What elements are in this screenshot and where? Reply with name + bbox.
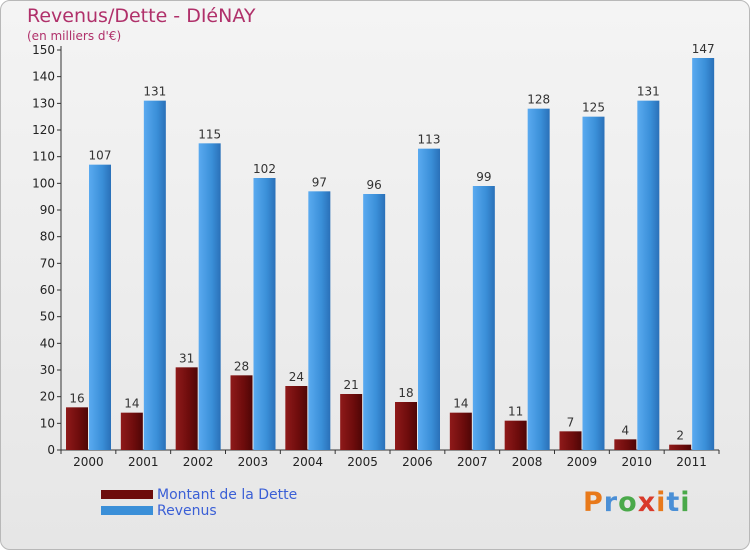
- bar-revenue: [308, 191, 331, 451]
- data-label-revenue: 102: [253, 162, 276, 176]
- data-label-revenue: 128: [527, 93, 550, 107]
- data-label-debt: 16: [69, 391, 84, 405]
- data-label-revenue: 131: [143, 85, 166, 99]
- y-tick-label: 140: [32, 70, 55, 84]
- data-label-debt: 2: [676, 429, 684, 443]
- x-tick-label: 2007: [457, 455, 488, 469]
- bar-revenue: [363, 194, 386, 450]
- logo-letter: x: [637, 487, 657, 518]
- legend-swatch-revenue: [101, 506, 153, 515]
- x-tick-label: 2003: [238, 455, 269, 469]
- bar-debt: [285, 386, 308, 450]
- y-tick-label: 70: [40, 256, 55, 270]
- data-label-debt: 31: [179, 351, 194, 365]
- legend-label-revenue: Revenus: [157, 503, 217, 519]
- bar-revenue: [582, 116, 605, 451]
- x-tick-label: 2002: [183, 455, 214, 469]
- data-label-debt: 11: [508, 405, 523, 419]
- logo-letter: o: [618, 487, 638, 518]
- data-label-revenue: 97: [312, 175, 327, 189]
- data-label-debt: 21: [344, 378, 359, 392]
- y-tick-label: 60: [40, 283, 55, 297]
- logo-letter: P: [583, 487, 604, 518]
- logo-letter: i: [656, 487, 667, 518]
- bar-debt: [395, 402, 417, 450]
- data-label-revenue: 131: [637, 85, 660, 99]
- bar-revenue: [418, 148, 440, 450]
- bar-debt: [120, 412, 143, 450]
- data-label-revenue: 99: [476, 170, 491, 184]
- legend-label-debt: Montant de la Dette: [157, 487, 298, 503]
- y-tick-label: 130: [32, 96, 55, 110]
- data-labels: 16 14 31 28 24 21 18 14 11 7 4 2 107 131 115 102 97 96 113…: [69, 42, 714, 443]
- chart-unit-label: (en milliers d'€): [27, 29, 122, 43]
- data-label-revenue: 125: [582, 101, 605, 115]
- bar-debt: [559, 431, 582, 450]
- x-tick-label: 2010: [621, 455, 652, 469]
- logo-letter: r: [603, 487, 619, 518]
- bar-revenue: [472, 186, 495, 450]
- data-label-revenue: 147: [692, 42, 715, 56]
- bar-debt: [449, 412, 472, 450]
- x-tick-label: 2009: [567, 455, 598, 469]
- bar-revenue: [143, 100, 166, 451]
- y-tick-label: 0: [47, 443, 55, 457]
- data-label-debt: 18: [398, 386, 413, 400]
- data-label-debt: 14: [124, 397, 139, 411]
- data-label-revenue: 115: [198, 127, 221, 141]
- bar-revenue: [692, 58, 715, 450]
- data-label-debt: 14: [453, 397, 468, 411]
- logo-letter: t: [666, 487, 681, 518]
- data-label-debt: 7: [567, 415, 575, 429]
- bar-revenue: [253, 178, 276, 450]
- bar-debt: [504, 420, 527, 450]
- y-tick-label: 90: [40, 203, 55, 217]
- x-tick-label: 2000: [73, 455, 104, 469]
- y-tick-label: 100: [32, 176, 55, 190]
- bar-revenue: [89, 164, 111, 450]
- bar-revenue: [637, 100, 660, 451]
- bar-revenue: [198, 143, 221, 451]
- y-tick-label: 40: [40, 336, 55, 350]
- bar-debt: [669, 444, 692, 450]
- data-label-debt: 28: [234, 359, 249, 373]
- data-label-debt: 24: [289, 370, 304, 384]
- data-label-revenue: 107: [89, 149, 112, 163]
- bar-debt: [340, 394, 363, 450]
- y-tick-label: 30: [40, 363, 55, 377]
- bars: [66, 58, 715, 451]
- x-tick-label: 2008: [512, 455, 543, 469]
- bar-debt: [66, 407, 88, 450]
- y-tick-label: 20: [40, 390, 55, 404]
- y-tick-label: 110: [32, 150, 55, 164]
- x-tick-label: 2004: [292, 455, 323, 469]
- axes: 0 10 20 30 40 50 60 70 80 90 100 110 120 130 140 150 200…: [32, 43, 720, 469]
- y-tick-label: 150: [32, 43, 55, 57]
- data-label-revenue: 96: [367, 178, 382, 192]
- bar-debt: [175, 367, 198, 450]
- bar-debt: [230, 375, 253, 450]
- y-tick-label: 50: [40, 310, 55, 324]
- x-tick-label: 2005: [347, 455, 378, 469]
- x-tick-label: 2011: [676, 455, 707, 469]
- proxiti-logo: Proxiti: [583, 487, 691, 518]
- legend-swatch-debt: [101, 490, 153, 499]
- data-label-debt: 4: [622, 423, 630, 437]
- y-tick-label: 80: [40, 230, 55, 244]
- y-tick-label: 120: [32, 123, 55, 137]
- bar-revenue: [527, 108, 550, 451]
- logo-letter: i: [680, 487, 691, 518]
- x-tick-label: 2001: [128, 455, 159, 469]
- bar-debt: [614, 439, 637, 450]
- y-tick-label: 10: [40, 416, 55, 430]
- data-label-revenue: 113: [418, 133, 441, 147]
- x-tick-label: 2006: [402, 455, 433, 469]
- chart-title: Revenus/Dette - DIéNAY: [27, 5, 256, 27]
